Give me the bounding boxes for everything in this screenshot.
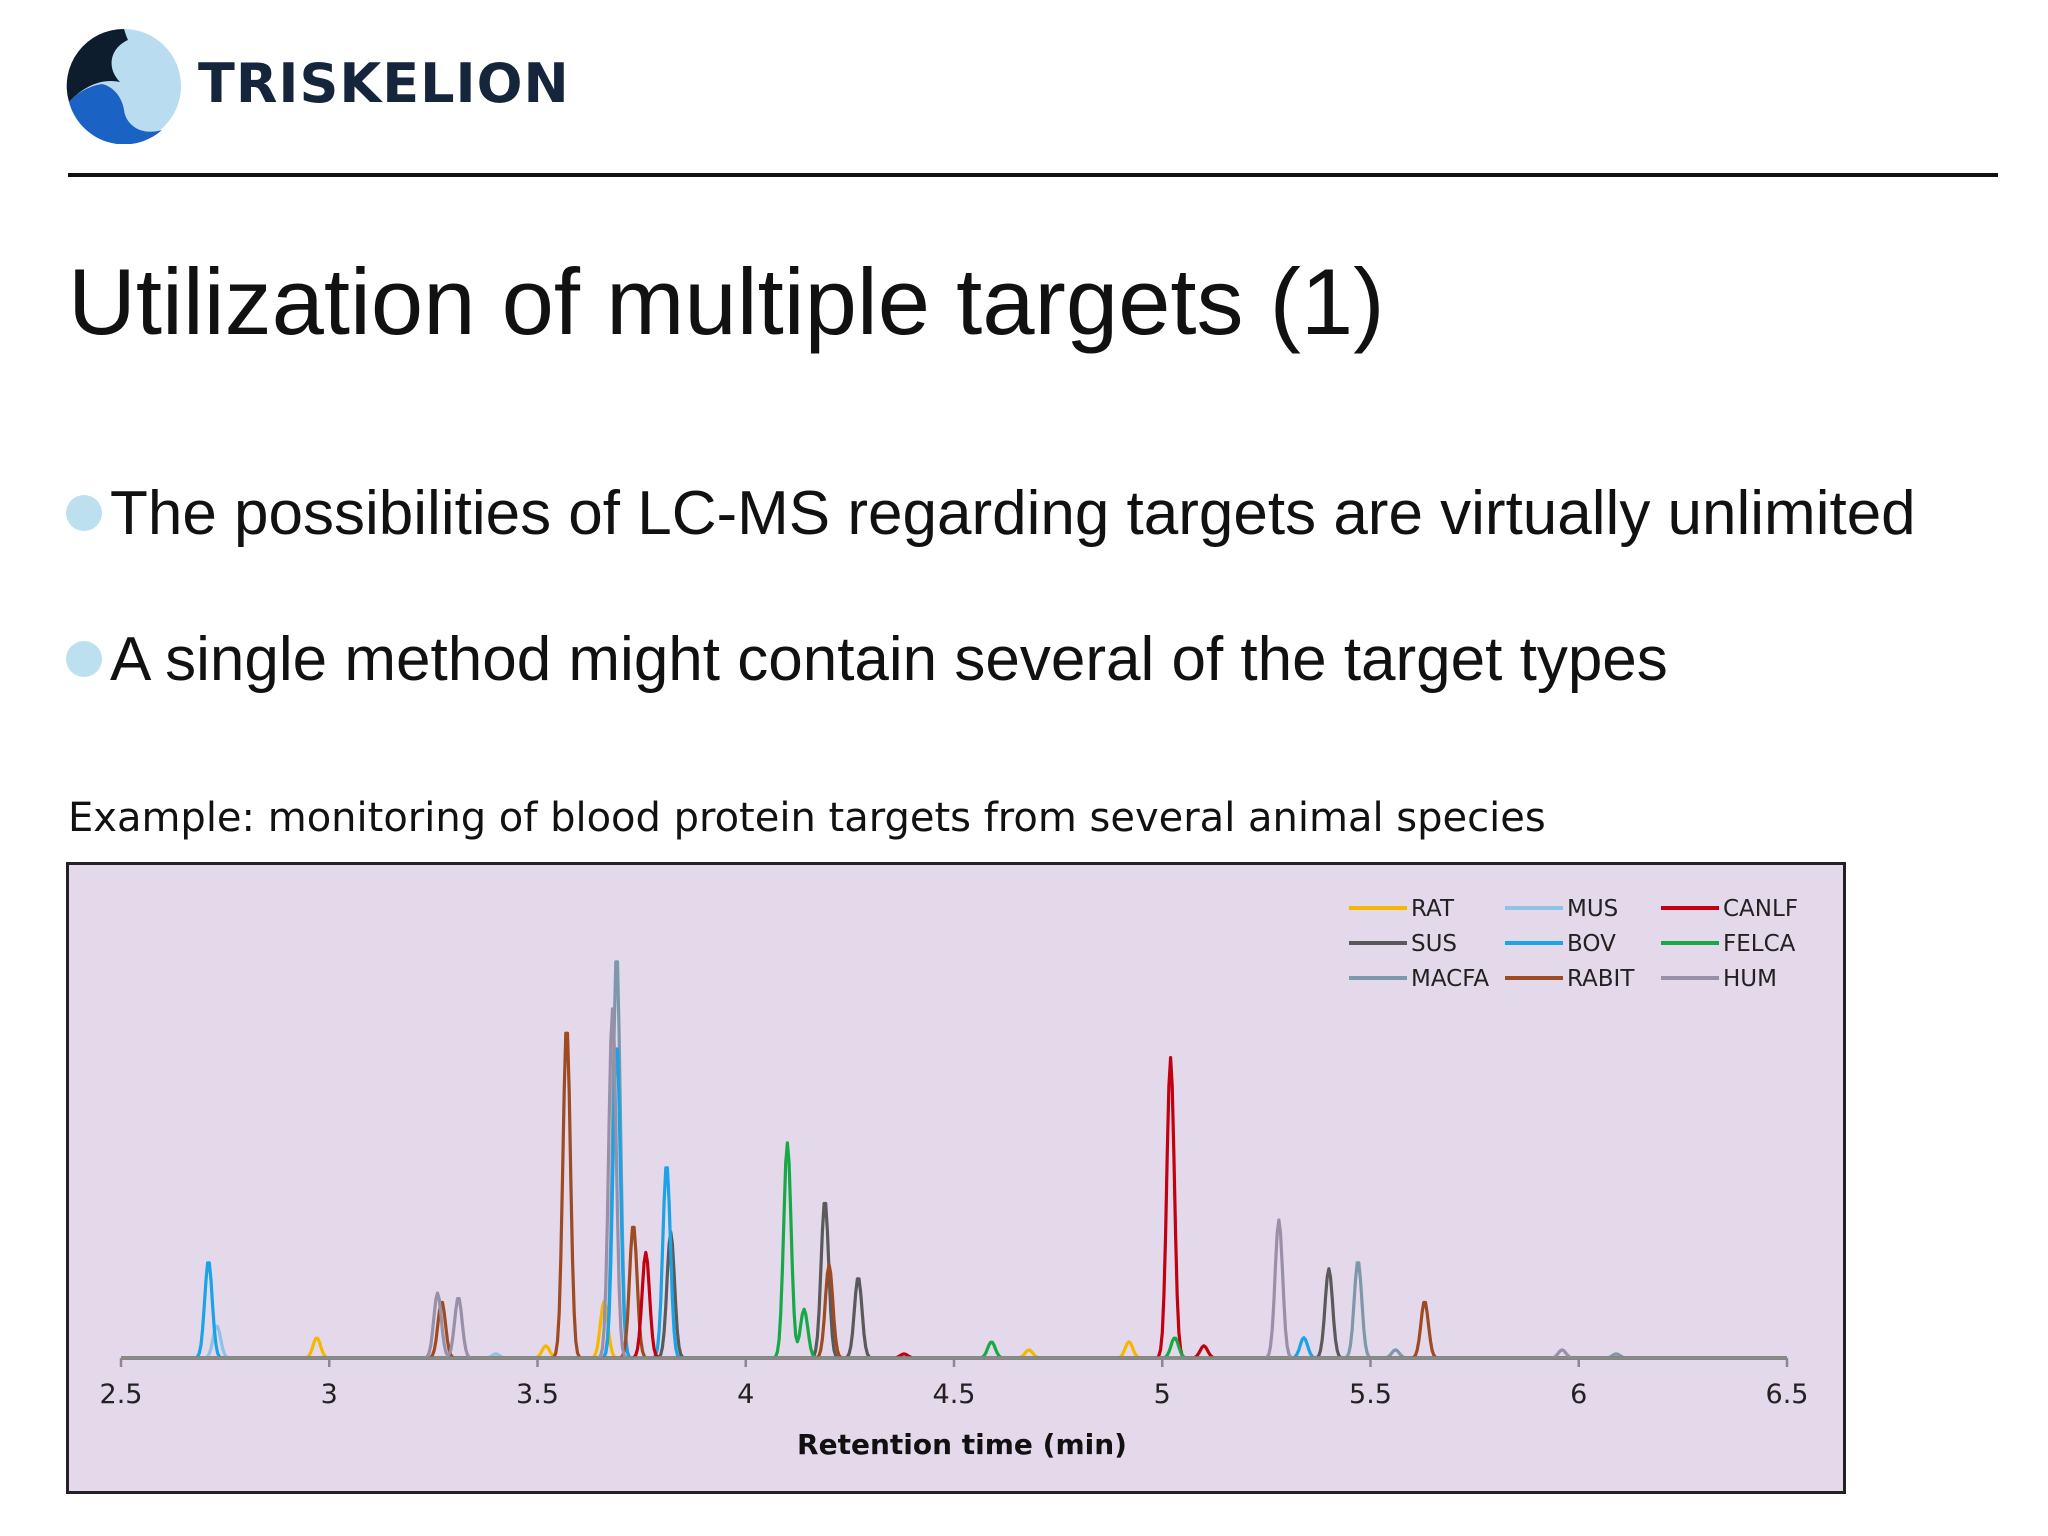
header-divider <box>68 173 1998 177</box>
chart-caption: Example: monitoring of blood protein tar… <box>68 795 1546 841</box>
x-tick-label: 4.5 <box>933 1379 976 1410</box>
legend-item-sus: SUS <box>1349 931 1457 957</box>
legend-label: CANLF <box>1723 896 1798 922</box>
legend-item-hum: HUM <box>1661 966 1777 992</box>
legend-item-canlf: CANLF <box>1661 896 1798 922</box>
legend-label: MACFA <box>1411 966 1489 992</box>
bullet-text: A single method might contain several of… <box>110 624 1668 694</box>
x-tick-label: 4 <box>737 1379 754 1410</box>
legend-label: FELCA <box>1723 931 1796 957</box>
trace-rat <box>121 1299 1787 1360</box>
legend-item-bov: BOV <box>1505 931 1616 957</box>
trace-rabit <box>121 1031 1787 1360</box>
legend-label: BOV <box>1567 931 1616 957</box>
x-axis-title: Retention time (min) <box>797 1428 1127 1461</box>
trace-felca <box>121 1141 1787 1360</box>
x-tick-label: 2.5 <box>100 1379 143 1410</box>
logo-dark-swirl <box>66 28 128 102</box>
legend-item-macfa: MACFA <box>1349 966 1489 992</box>
x-tick-label: 5.5 <box>1349 1379 1392 1410</box>
slide-title: Utilization of multiple targets (1) <box>68 249 1385 354</box>
trace-macfa <box>121 960 1787 1360</box>
legend: RAT SUS MACFA MUS BOV RABIT CANLF FELCA HUM <box>1349 896 1798 992</box>
x-tick-label: 3.5 <box>516 1379 559 1410</box>
legend-item-rat: RAT <box>1349 896 1455 922</box>
brand-name: TRISKELION <box>198 52 570 115</box>
legend-item-felca: FELCA <box>1661 931 1796 957</box>
legend-label: HUM <box>1723 966 1777 992</box>
trace-sus <box>121 1201 1787 1360</box>
chromatogram-svg: 2.5 3 3.5 4 4.5 5 5.5 6 6.5 RAT SUS MACFA MUS BOV RAB… <box>100 896 1809 1461</box>
chromatogram-chart: 2.5 3 3.5 4 4.5 5 5.5 6 6.5 RAT SUS MACFA MUS BOV RAB… <box>66 862 1846 1494</box>
bullet-item: A single method might contain several of… <box>66 624 1668 694</box>
x-axis: 2.5 3 3.5 4 4.5 5 5.5 6 6.5 <box>100 1356 1809 1410</box>
legend-item-mus: MUS <box>1505 896 1618 922</box>
trace-group <box>121 960 1787 1360</box>
legend-item-rabit: RABIT <box>1505 966 1635 992</box>
legend-label: RAT <box>1411 896 1455 922</box>
x-tick-label: 6.5 <box>1766 1379 1809 1410</box>
bullet-item: The possibilities of LC-MS regarding tar… <box>66 478 1916 548</box>
x-tick-label: 3 <box>321 1379 338 1410</box>
trace-hum <box>121 1007 1787 1360</box>
triskelion-logo-icon <box>66 28 181 144</box>
legend-label: SUS <box>1411 931 1457 957</box>
trace-mus <box>121 1324 1787 1360</box>
bullet-dot-icon <box>66 495 102 531</box>
legend-label: MUS <box>1567 896 1618 922</box>
x-tick-label: 5 <box>1154 1379 1171 1410</box>
logo-blue-swirl <box>69 84 162 144</box>
legend-label: RABIT <box>1567 966 1635 992</box>
x-tick-label: 6 <box>1570 1379 1587 1410</box>
bullet-text: The possibilities of LC-MS regarding tar… <box>110 478 1916 548</box>
bullet-dot-icon <box>66 641 102 677</box>
trace-bov <box>121 1047 1787 1360</box>
trace-canlf <box>121 1056 1787 1360</box>
